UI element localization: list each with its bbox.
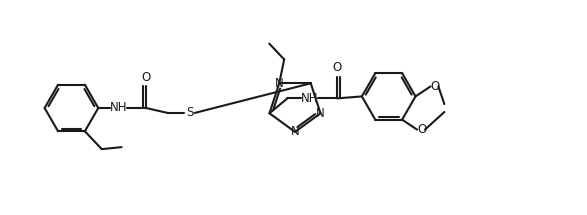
Text: O: O <box>417 123 427 136</box>
Text: N: N <box>316 107 325 120</box>
Text: O: O <box>431 80 440 93</box>
Text: N: N <box>275 77 284 90</box>
Text: O: O <box>332 61 342 74</box>
Text: NH: NH <box>301 92 318 105</box>
Text: S: S <box>186 106 193 120</box>
Text: NH: NH <box>109 101 127 115</box>
Text: N: N <box>291 125 299 138</box>
Text: O: O <box>141 71 151 84</box>
